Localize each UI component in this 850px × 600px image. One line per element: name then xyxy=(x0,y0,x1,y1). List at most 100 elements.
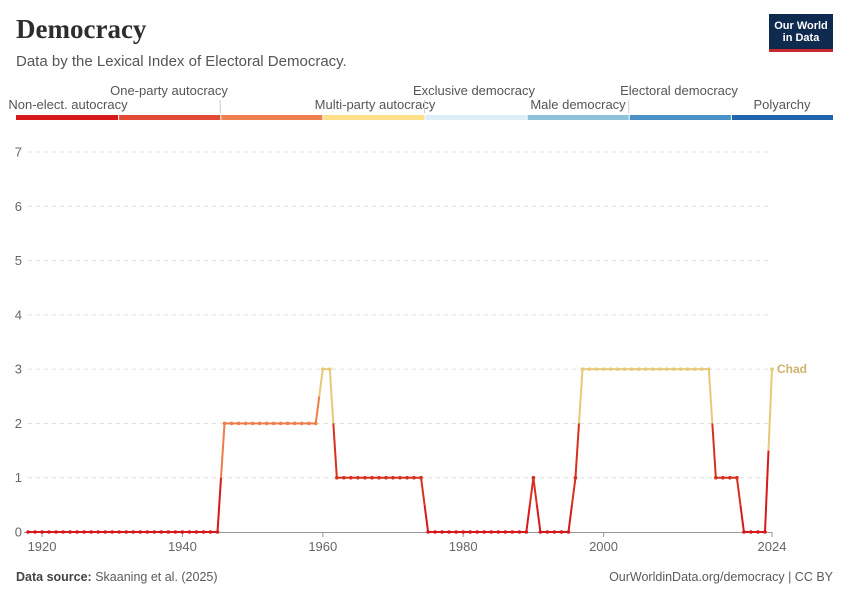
data-point xyxy=(285,421,290,426)
series-segment xyxy=(420,477,426,505)
credit-link[interactable]: OurWorldinData.org/democracy | CC BY xyxy=(609,570,833,584)
legend-label: Electoral democracy xyxy=(620,83,738,98)
y-tick-label: 7 xyxy=(15,145,22,160)
data-point xyxy=(700,367,704,371)
legend-swatch xyxy=(629,115,731,120)
data-point xyxy=(82,530,86,534)
data-point xyxy=(594,367,599,371)
legend-label: Exclusive democracy xyxy=(413,83,536,98)
data-point xyxy=(75,530,79,534)
x-axis: 1920 1940 1960 1980 2000 2024 xyxy=(24,532,786,554)
legend-label: Polyarchy xyxy=(753,97,811,112)
owid-logo[interactable]: Our World in Data xyxy=(769,14,833,52)
data-source: Data source: Skaaning et al. (2025) xyxy=(16,570,218,584)
series-segment xyxy=(574,423,580,478)
series-chad[interactable]: Chad xyxy=(26,362,807,534)
data-point xyxy=(61,530,65,534)
data-point xyxy=(173,530,178,534)
data-point xyxy=(306,421,311,426)
data-point xyxy=(398,475,402,480)
series-segment xyxy=(735,477,742,505)
data-point xyxy=(503,530,508,534)
series-segment xyxy=(570,477,577,505)
data-point xyxy=(721,475,725,480)
data-point xyxy=(54,530,58,534)
data-point xyxy=(152,530,157,534)
data-point xyxy=(215,530,220,534)
y-tick-label: 5 xyxy=(15,253,22,268)
data-point xyxy=(419,475,423,480)
data-point xyxy=(566,530,571,534)
data-point xyxy=(271,421,276,426)
series-segment xyxy=(767,369,773,451)
y-tick-label: 0 xyxy=(15,525,22,540)
data-point xyxy=(524,530,529,534)
data-point xyxy=(33,530,37,534)
data-point xyxy=(194,530,199,534)
data-point xyxy=(208,530,213,534)
data-point xyxy=(440,530,444,534)
series-segment xyxy=(332,423,338,478)
data-point xyxy=(110,530,115,534)
data-point xyxy=(552,530,557,534)
data-point xyxy=(756,530,760,534)
data-point xyxy=(742,530,746,534)
data-point xyxy=(236,421,241,426)
data-point xyxy=(96,530,100,534)
grid xyxy=(28,151,770,479)
x-tick-label: 2024 xyxy=(758,539,787,554)
data-point xyxy=(692,367,697,371)
data-point xyxy=(131,530,136,534)
data-point xyxy=(264,421,269,426)
data-point xyxy=(482,530,487,534)
series-segment xyxy=(739,504,745,533)
legend-swatch xyxy=(119,115,221,120)
data-point xyxy=(201,530,206,534)
y-tick-label: 1 xyxy=(15,470,22,485)
data-point xyxy=(377,475,381,480)
data-point xyxy=(257,421,262,426)
data-point xyxy=(187,530,192,534)
data-point xyxy=(714,475,718,480)
data-point xyxy=(40,530,44,534)
series-segment xyxy=(314,396,321,424)
data-point xyxy=(489,530,494,534)
data-point xyxy=(735,475,739,480)
series-label: Chad xyxy=(777,362,807,376)
data-point xyxy=(328,367,332,371)
x-tick-label: 1960 xyxy=(308,539,337,554)
x-tick-label: 1940 xyxy=(168,539,197,554)
data-point xyxy=(166,530,171,534)
series-segment xyxy=(525,504,531,533)
data-point xyxy=(580,367,585,371)
data-point xyxy=(587,367,592,371)
data-point xyxy=(608,367,613,371)
series-segment xyxy=(711,423,717,478)
series-segment xyxy=(577,369,584,424)
data-point xyxy=(89,530,93,534)
data-point xyxy=(770,367,774,371)
series-segment xyxy=(220,423,226,478)
data-point xyxy=(643,367,648,371)
data-point xyxy=(426,530,430,534)
data-point xyxy=(124,530,129,534)
data-point xyxy=(622,367,627,371)
data-point xyxy=(243,421,248,426)
data-point xyxy=(349,475,353,480)
legend-swatch xyxy=(527,115,629,120)
data-point xyxy=(391,475,395,480)
legend-swatch xyxy=(323,115,425,120)
y-axis: 0 1 2 3 4 5 6 7 xyxy=(15,145,22,540)
legend-swatch xyxy=(16,115,119,120)
data-point xyxy=(159,530,164,534)
chart-title: Democracy xyxy=(16,14,147,44)
data-point xyxy=(447,530,451,534)
data-point xyxy=(117,530,122,534)
x-tick-label: 2000 xyxy=(589,539,618,554)
logo-line-2: in Data xyxy=(782,32,820,44)
data-point xyxy=(545,530,550,534)
data-point xyxy=(145,530,150,534)
data-point xyxy=(707,367,711,371)
series-segment xyxy=(707,369,714,424)
